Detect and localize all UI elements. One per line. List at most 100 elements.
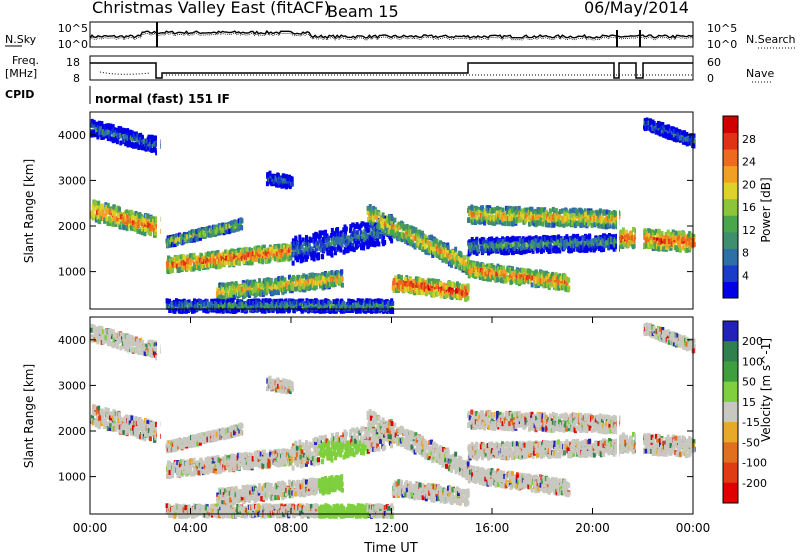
power-cell	[368, 232, 372, 238]
power-cell	[511, 214, 515, 220]
power-cell	[490, 248, 494, 254]
power-cell	[523, 207, 527, 213]
power-cell	[685, 136, 689, 142]
power-cell	[548, 248, 552, 254]
power-cell	[577, 216, 581, 222]
power-cell	[576, 241, 580, 247]
power-cell	[292, 276, 296, 282]
power-cell	[528, 239, 532, 245]
power-cell	[327, 239, 331, 245]
power-cell	[110, 126, 114, 132]
power-cell	[106, 221, 110, 227]
power-cell	[362, 237, 366, 243]
power-cell	[658, 236, 662, 242]
power-cell	[615, 243, 619, 249]
power-cell	[168, 258, 172, 264]
power-cell	[498, 210, 502, 216]
power-cell	[95, 127, 99, 133]
power-cell	[356, 224, 360, 230]
power-cell	[109, 218, 113, 224]
power-cell	[515, 236, 519, 242]
power-cell	[460, 255, 464, 261]
power-cell	[304, 242, 308, 248]
power-cell	[347, 235, 351, 241]
power-cell	[461, 284, 465, 290]
power-cell	[446, 245, 450, 251]
power-cell	[539, 217, 543, 223]
power-cell	[385, 218, 389, 224]
power-cell	[472, 249, 476, 255]
power-cell	[366, 243, 370, 249]
power-cell	[153, 141, 157, 147]
power-cell	[669, 231, 673, 237]
power-cell	[140, 226, 144, 232]
power-cell	[215, 264, 219, 270]
power-cell	[225, 228, 229, 234]
power-cell	[554, 208, 558, 214]
power-cell	[466, 284, 470, 290]
power-cell	[148, 231, 152, 237]
power-cell	[491, 271, 495, 277]
power-cell	[240, 286, 244, 292]
power-cell	[501, 236, 505, 242]
power-cell	[150, 147, 154, 153]
power-cell	[676, 133, 680, 139]
power-cell	[568, 217, 572, 223]
power-cell	[612, 224, 616, 230]
power-cell	[283, 277, 287, 283]
power-cell	[251, 285, 255, 291]
power-cell	[113, 132, 117, 138]
power-cell	[541, 209, 545, 215]
power-cell	[216, 249, 220, 255]
power-cell	[265, 181, 269, 187]
power-cell	[503, 237, 507, 243]
power-cell	[128, 133, 132, 139]
power-cell	[284, 174, 288, 180]
cpid-label: CPID	[5, 88, 34, 101]
power-cell	[690, 238, 694, 244]
power-cell	[171, 261, 175, 267]
power-cell	[267, 253, 271, 259]
power-cell	[661, 121, 665, 127]
power-cell	[274, 248, 278, 254]
power-cell	[350, 236, 354, 242]
power-cell	[92, 206, 96, 212]
power-cell	[117, 216, 121, 222]
power-cell	[177, 262, 181, 268]
power-cell	[239, 218, 243, 224]
power-cell	[501, 239, 505, 245]
power-cell	[359, 230, 363, 236]
power-cell	[448, 249, 452, 255]
power-cell	[173, 262, 177, 268]
power-cell	[295, 240, 299, 246]
power-cell	[111, 210, 115, 216]
power-cell	[535, 247, 539, 253]
power-cell	[264, 250, 268, 256]
power-cell	[664, 231, 668, 237]
power-cell	[280, 243, 284, 249]
power-cell	[647, 228, 651, 234]
power-cell	[280, 275, 284, 281]
power-cell	[581, 237, 585, 243]
power-cell	[307, 284, 311, 290]
power-cell	[612, 246, 616, 252]
power-cell	[269, 280, 273, 286]
power-cell	[297, 274, 301, 280]
power-cell	[104, 130, 108, 136]
power-cell	[280, 252, 284, 258]
power-cell	[99, 124, 103, 130]
power-cell	[227, 252, 231, 258]
power-cell	[527, 279, 531, 285]
power-cell	[312, 233, 316, 239]
power-cell	[553, 245, 557, 251]
power-cell	[191, 237, 195, 243]
power-cell	[418, 233, 422, 239]
power-cell	[357, 239, 361, 245]
power-cell	[548, 239, 552, 245]
power-cell	[574, 234, 578, 240]
power-cell	[490, 215, 494, 221]
power-cell	[613, 242, 617, 248]
power-cell	[199, 253, 203, 259]
power-cell	[278, 179, 282, 185]
power-cell	[393, 231, 397, 237]
